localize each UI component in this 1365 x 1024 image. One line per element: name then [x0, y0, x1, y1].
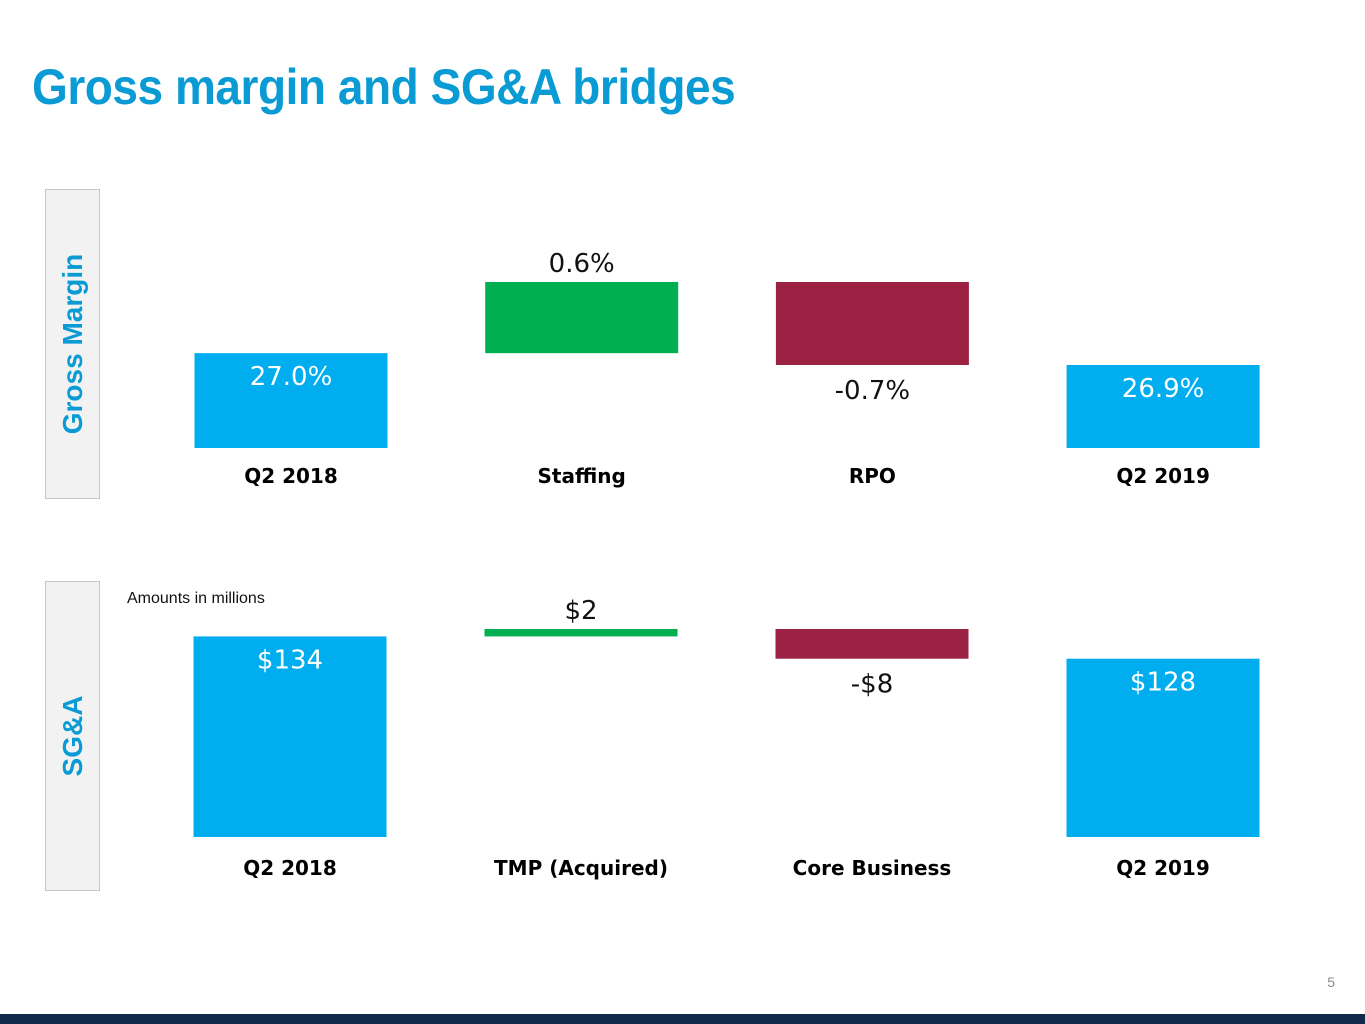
gross-margin-side-box: Gross Margin [45, 189, 100, 499]
gross-margin-chart: 27.0% Q2 2018 0.6% Staffing -0.7% RPO 26.9% Q2 … [194, 249, 1260, 488]
bar-1-3 [1066, 658, 1260, 837]
data-label-0-1: 0.6% [549, 249, 615, 279]
amounts-note: Amounts in millions [127, 590, 265, 607]
category-label-0-2: RPO [849, 464, 896, 488]
data-label-1-1: $2 [564, 596, 597, 626]
category-label-0-0: Q2 2018 [244, 464, 338, 488]
bar-1-1 [484, 629, 678, 637]
bar-0-3 [1066, 365, 1260, 448]
sga-side-box: SG&A [45, 581, 100, 891]
footer-bar [0, 1014, 1365, 1024]
bar-0-1 [485, 282, 679, 354]
category-label-1-1: TMP (Acquired) [494, 856, 668, 880]
bar-1-2 [775, 629, 969, 659]
page-title: Gross margin and SG&A bridges [32, 59, 736, 115]
data-label-0-0: 27.0% [250, 362, 333, 392]
bar-0-2 [775, 282, 969, 365]
data-label-0-3: 26.9% [1122, 374, 1205, 404]
category-label-1-0: Q2 2018 [243, 856, 337, 880]
category-label-1-2: Core Business [793, 856, 952, 880]
sga-chart: $134 Q2 2018 $2 TMP (Acquired) -$8 Core Busin… [193, 596, 1260, 880]
bar-1-0 [193, 636, 387, 837]
page-number: 5 [1327, 974, 1335, 990]
category-label-0-1: Staffing [538, 464, 626, 488]
data-label-1-0: $134 [257, 645, 323, 675]
data-label-1-2: -$8 [851, 670, 893, 700]
data-label-0-2: -0.7% [835, 376, 910, 406]
data-label-1-3: $128 [1130, 668, 1196, 698]
category-label-0-3: Q2 2019 [1116, 464, 1210, 488]
category-label-1-3: Q2 2019 [1116, 856, 1210, 880]
bar-0-0 [194, 353, 388, 448]
